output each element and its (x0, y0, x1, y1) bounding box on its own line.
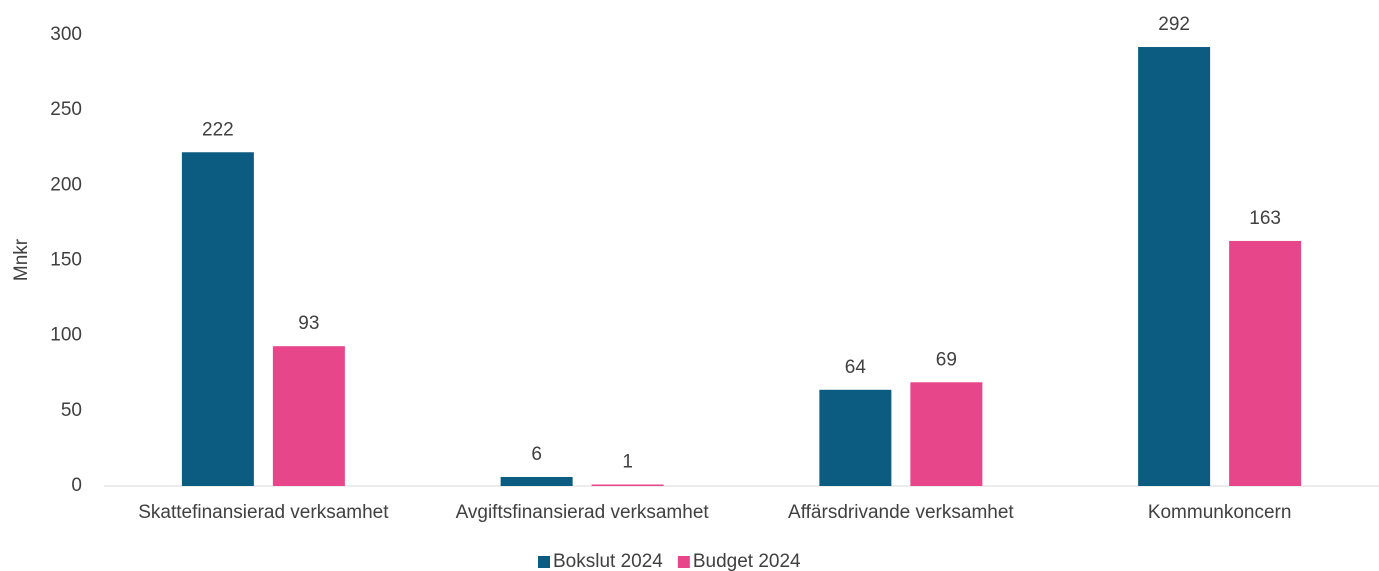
data-label: 163 (1249, 208, 1281, 229)
data-label: 1 (622, 452, 633, 473)
legend-swatch (677, 556, 690, 568)
bar (1138, 47, 1211, 486)
data-label: 64 (845, 357, 867, 378)
y-tick-label: 300 (50, 24, 82, 45)
legend-swatch (538, 556, 550, 568)
bar (272, 346, 345, 486)
bar (910, 382, 983, 486)
x-tick-label: Skattefinansierad verksamhet (138, 502, 389, 523)
y-tick-label: 0 (71, 475, 82, 496)
y-tick-label: 250 (50, 99, 82, 120)
bar (819, 389, 892, 486)
legend-label: Budget 2024 (693, 551, 801, 571)
bar (591, 484, 664, 486)
data-label: 6 (531, 444, 542, 465)
y-axis-label: Mnkr (11, 238, 32, 281)
bar (1229, 240, 1302, 486)
bar (181, 152, 254, 486)
data-label: 292 (1158, 14, 1190, 35)
bar (500, 476, 573, 486)
x-tick-label: Kommunkoncern (1148, 502, 1292, 523)
y-tick-label: 50 (61, 400, 82, 421)
y-tick-label: 150 (50, 250, 82, 271)
y-tick-label: 200 (50, 174, 82, 195)
y-tick-label: 100 (50, 325, 82, 346)
data-label: 93 (298, 313, 319, 334)
x-tick-label: Affärsdrivande verksamhet (788, 502, 1014, 523)
data-label: 69 (936, 349, 957, 370)
x-tick-label: Avgiftsfinansierad verksamhet (456, 502, 710, 523)
legend-label: Bokslut 2024 (553, 551, 663, 571)
data-label: 222 (202, 119, 234, 140)
